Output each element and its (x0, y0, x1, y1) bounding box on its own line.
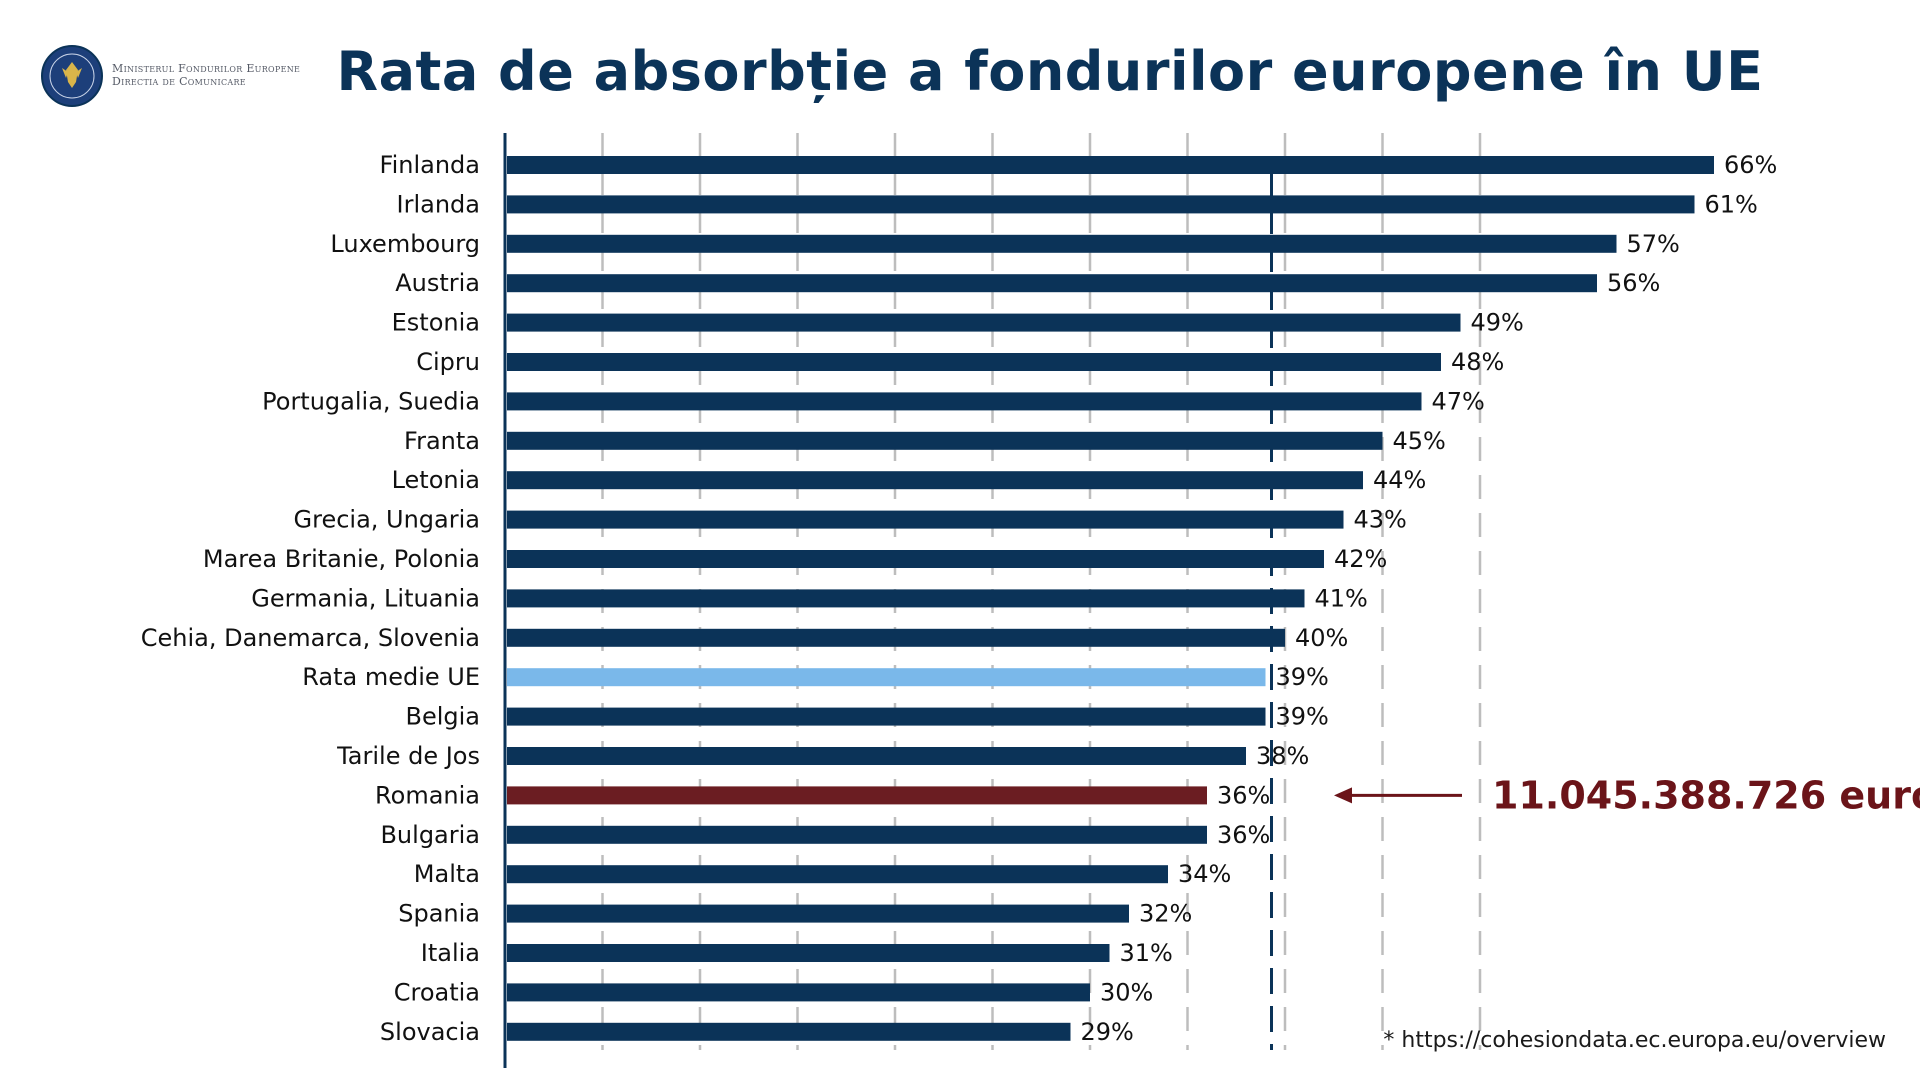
category-label: Bulgaria (380, 821, 480, 849)
bar (507, 550, 1324, 568)
bar (507, 904, 1129, 923)
source-note: * https://cohesiondata.ec.europa.eu/over… (1383, 1028, 1886, 1053)
ministry-name: Ministerul Fondurilor Europene Directia … (112, 62, 300, 88)
value-label: 44% (1373, 466, 1426, 494)
bar (507, 825, 1207, 844)
category-label: Estonia (392, 309, 480, 337)
value-label: 40% (1295, 624, 1348, 652)
category-label: Italia (421, 939, 480, 967)
bar (507, 431, 1383, 450)
category-label: Rata medie UE (302, 663, 480, 691)
category-label: Malta (414, 860, 480, 888)
value-label: 42% (1334, 545, 1387, 573)
value-label: 41% (1315, 584, 1368, 612)
category-label: Austria (395, 269, 480, 297)
category-label: Romania (375, 781, 480, 809)
category-label: Portugalia, Suedia (262, 387, 480, 415)
value-label: 66% (1724, 151, 1777, 179)
government-logo (41, 45, 103, 107)
value-label: 39% (1276, 663, 1329, 691)
category-label: Spania (398, 900, 480, 928)
value-label: 61% (1705, 190, 1758, 218)
category-label: Germania, Lituania (251, 584, 480, 612)
value-label: 30% (1100, 978, 1153, 1006)
bar (507, 156, 1714, 174)
bar (507, 392, 1422, 411)
value-label: 48% (1451, 348, 1504, 376)
value-label: 56% (1607, 269, 1660, 297)
value-label: 36% (1217, 781, 1270, 809)
value-label: 45% (1393, 427, 1446, 455)
category-label: Grecia, Ungaria (294, 506, 481, 534)
bar (507, 589, 1305, 608)
category-label: Irlanda (397, 190, 480, 218)
bar (507, 628, 1285, 647)
bar (507, 234, 1617, 253)
value-label: 29% (1081, 1018, 1134, 1046)
value-label: 32% (1139, 900, 1192, 928)
category-label: Letonia (392, 466, 480, 494)
bar (507, 865, 1168, 884)
value-label: 38% (1256, 742, 1309, 770)
bar (507, 195, 1695, 214)
ministry-line-1: Ministerul Fondurilor Europene (112, 62, 301, 75)
value-label: 57% (1627, 230, 1680, 258)
category-label: Cipru (416, 348, 480, 376)
annotation-arrowhead (1334, 787, 1352, 804)
category-label: Tarile de Jos (336, 742, 480, 770)
bar (507, 1022, 1071, 1041)
bar (507, 747, 1246, 765)
category-label: Belgia (405, 703, 480, 731)
category-label: Finlanda (380, 151, 480, 179)
value-label: 43% (1354, 506, 1407, 534)
value-label: 47% (1432, 387, 1485, 415)
bar (507, 510, 1344, 529)
value-label: 34% (1178, 860, 1231, 888)
annotation-text: 11.045.388.726 euro (1492, 773, 1920, 817)
bar (507, 707, 1266, 726)
bar (507, 313, 1461, 332)
value-label: 36% (1217, 821, 1270, 849)
category-label: Croatia (394, 978, 480, 1006)
bar (507, 274, 1597, 293)
bar (507, 471, 1363, 490)
bar (507, 353, 1441, 371)
chart-title: Rata de absorbție a fondurilor europene … (336, 40, 1764, 103)
bar (507, 983, 1090, 1002)
category-label: Cehia, Danemarca, Slovenia (141, 624, 480, 652)
category-label: Franta (404, 427, 480, 455)
value-label: 39% (1276, 703, 1329, 731)
value-label: 49% (1471, 309, 1524, 337)
category-label: Slovacia (380, 1018, 480, 1046)
category-label: Luxembourg (330, 230, 480, 258)
bar (507, 786, 1207, 805)
category-label: Marea Britanie, Polonia (203, 545, 480, 573)
bar (507, 944, 1110, 962)
value-label: 31% (1120, 939, 1173, 967)
ministry-line-2: Directia de Comunicare (112, 75, 246, 88)
bar (507, 668, 1266, 687)
